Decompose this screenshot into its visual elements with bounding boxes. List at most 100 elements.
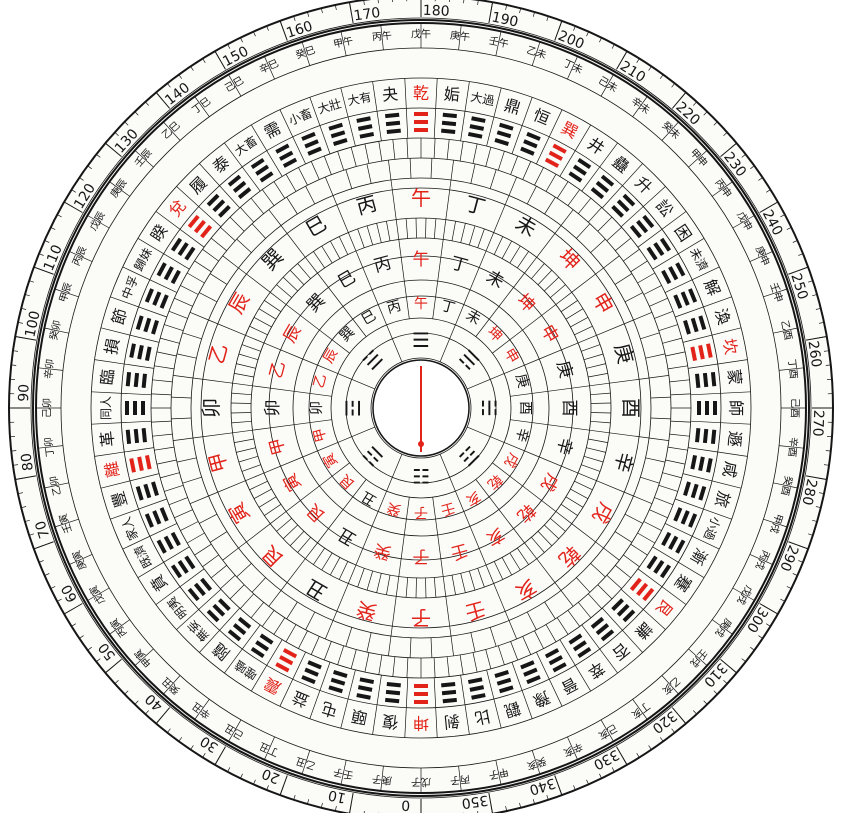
hexagram-bar xyxy=(544,648,560,659)
hexagram-bar xyxy=(697,401,701,415)
hexagram-bar xyxy=(590,187,605,200)
ring-line xyxy=(90,77,752,739)
degree-tick xyxy=(616,746,628,766)
hexagram-name: 屯 xyxy=(319,698,340,721)
hexagram-bar xyxy=(385,697,400,704)
mountain-label: 壬 xyxy=(449,539,471,563)
hexagram-bar xyxy=(695,428,701,443)
hexagram-bar xyxy=(653,242,665,257)
hexagram-name: 乾 xyxy=(413,84,429,103)
mountain-label: 庚 xyxy=(552,359,576,381)
hexagram-bar xyxy=(359,131,375,139)
degree-tick xyxy=(788,266,809,275)
degree-tick xyxy=(15,335,37,341)
hexagram-bar xyxy=(702,372,709,388)
mountain-label: 子 xyxy=(413,546,430,566)
hexagram-bar xyxy=(611,598,624,611)
degree-tick xyxy=(759,603,779,615)
dragon-label: 甲子 xyxy=(488,765,510,781)
hexagram-bar xyxy=(359,677,375,685)
hexagram-name: 蒙 xyxy=(724,368,744,386)
hexagram-bar xyxy=(125,429,132,444)
degree-tick xyxy=(105,142,122,158)
hexagram-bar xyxy=(170,564,183,579)
ring-divider xyxy=(91,78,751,738)
mountain-label: 午 xyxy=(413,250,430,270)
mountain-label: 午 xyxy=(414,296,428,312)
mountain-label: 壬 xyxy=(439,499,457,518)
degree-label: 70 xyxy=(33,518,54,540)
hexagram-name: 大過 xyxy=(469,90,495,108)
hexagram-bar xyxy=(301,131,316,141)
hexagram-bar xyxy=(642,587,655,602)
dragon-label: 甲午 xyxy=(332,34,354,51)
degree-label: 270 xyxy=(809,410,826,437)
hexagram-bar xyxy=(688,288,698,303)
mountain-label: 午 xyxy=(411,186,431,210)
hexagram-bar xyxy=(673,294,683,309)
hexagram-bar xyxy=(255,164,270,176)
hexagram-bar xyxy=(636,219,649,234)
hexagram-bar xyxy=(232,180,247,193)
hexagram-bar xyxy=(357,685,373,692)
degree-label: 260 xyxy=(805,340,824,369)
mountain-label: 乙 xyxy=(266,359,290,381)
dragon-label: 乙酉 xyxy=(778,319,794,341)
hexagram-bar xyxy=(141,401,145,415)
dragon-label: 癸卯 xyxy=(47,319,64,341)
hexagram-bar xyxy=(330,130,346,139)
dragon-label: 癸酉 xyxy=(778,475,795,497)
hexagram-bar xyxy=(680,291,690,306)
hexagram-bar xyxy=(152,510,162,525)
hexagram-bar xyxy=(135,315,144,330)
hexagram-name: 節 xyxy=(108,306,131,327)
hexagram-bar xyxy=(668,266,679,281)
hexagram-bar xyxy=(548,150,563,161)
degree-tick xyxy=(279,20,288,41)
hexagram-bar xyxy=(170,237,183,252)
hexagram-bar xyxy=(218,205,231,218)
hexagram-bar xyxy=(680,510,690,525)
hexagram-bar xyxy=(690,454,698,470)
hexagram-bar xyxy=(469,124,485,131)
hexagram-bar xyxy=(690,317,699,333)
hexagram-bar xyxy=(441,689,457,696)
mountain-label: 丁 xyxy=(439,298,457,317)
hexagram-bar xyxy=(200,577,213,592)
degree-tick xyxy=(616,50,628,70)
hexagram-bar xyxy=(646,555,658,570)
hexagram-bar xyxy=(144,288,154,303)
hexagram-bar xyxy=(442,697,457,704)
hexagram-bar xyxy=(333,670,348,678)
ring-divider xyxy=(252,239,590,577)
hexagram-bar xyxy=(520,660,535,670)
mountain-label: 辛 xyxy=(552,436,576,458)
degree-tick xyxy=(348,2,354,24)
degree-label: 0 xyxy=(401,797,411,813)
hexagram-bar xyxy=(469,685,485,692)
hexagram-name: 解 xyxy=(700,276,724,298)
hexagram-name: 遯 xyxy=(724,430,744,448)
hexagram-bar xyxy=(706,458,713,473)
hexagram-bar xyxy=(328,685,343,694)
hexagram-bar xyxy=(523,139,538,149)
hexagram-bar xyxy=(156,539,167,554)
mountain-label: 戌 xyxy=(501,450,522,470)
hexagram-bar xyxy=(212,199,226,213)
mountain-label: 丑 xyxy=(359,488,379,509)
hexagram-bar xyxy=(227,629,242,642)
hexagram-bar xyxy=(187,587,200,602)
degree-tick xyxy=(671,92,687,109)
hexagram-bar xyxy=(595,180,610,193)
degree-label: 190 xyxy=(490,9,520,30)
hexagram-bar xyxy=(636,582,649,597)
hexagram-name: 革 xyxy=(97,430,117,448)
hexagram-bar xyxy=(616,199,630,213)
dragon-label: 戊午 xyxy=(411,28,431,41)
trigram-symbol: ☷ xyxy=(412,464,430,488)
hexagram-bar xyxy=(467,131,483,139)
hexagram-bar xyxy=(698,344,705,360)
hexagram-bar xyxy=(259,633,274,645)
ring-line xyxy=(200,187,642,629)
